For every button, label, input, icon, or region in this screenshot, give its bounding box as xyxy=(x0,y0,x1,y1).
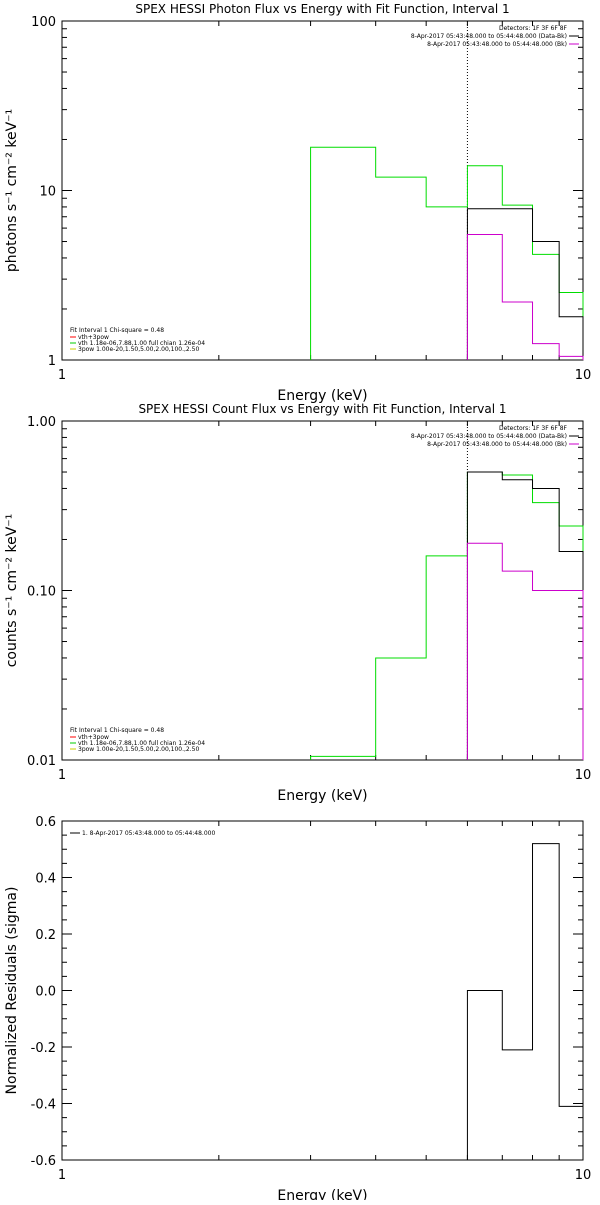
legend-header: Detectors: 1F 3F 6F 8F xyxy=(499,25,568,32)
x-tick-label: 1 xyxy=(58,1168,66,1183)
x-tick-label: 10 xyxy=(575,368,592,383)
legend-top-left: 1. 8-Apr-2017 05:43:48.000 to 05:44:48.0… xyxy=(70,830,215,837)
x-axis-label: Energy (keV) xyxy=(277,1188,367,1200)
y-tick-label: -0.4 xyxy=(31,1098,56,1113)
y-tick-label: 0.01 xyxy=(27,754,56,769)
x-tick-label: 10 xyxy=(575,768,592,783)
chart-title: SPEX HESSI Count Flux vs Energy with Fit… xyxy=(138,402,506,416)
series-step-line xyxy=(466,843,584,1160)
y-tick-label: 10 xyxy=(39,185,56,200)
legend-header: Fit Interval 1 Chi-square = 0.48 xyxy=(70,327,164,334)
y-tick-label: -0.2 xyxy=(31,1041,56,1056)
legend-entry: 8-Apr-2017 05:43:48.000 to 05:44:48.000 … xyxy=(427,441,567,448)
chart-1: SPEX HESSI Photon Flux vs Energy with Fi… xyxy=(4,2,591,404)
y-tick-label: 1.00 xyxy=(27,415,56,430)
x-tick-label: 1 xyxy=(58,368,66,383)
legend-header: Detectors: 1F 3F 6F 8F xyxy=(499,425,568,432)
y-axis-label: Normalized Residuals (sigma) xyxy=(4,887,20,1095)
x-tick-label: 10 xyxy=(575,1168,592,1183)
series-step-line xyxy=(466,234,584,360)
y-tick-label: 100 xyxy=(31,15,56,30)
y-axis-label: photons s⁻¹ cm⁻² keV⁻¹ xyxy=(4,109,20,272)
x-tick-label: 1 xyxy=(58,768,66,783)
chart-2: SPEX HESSI Count Flux vs Energy with Fit… xyxy=(4,402,591,804)
legend-top-right: Detectors: 1F 3F 6F 8F8-Apr-2017 05:43:4… xyxy=(411,25,579,48)
plot-frame xyxy=(61,820,584,1161)
legend-entry: vth+3pow xyxy=(78,734,109,741)
y-tick-label: 0.0 xyxy=(35,985,56,1000)
legend-entry: 8-Apr-2017 05:43:48.000 to 05:44:48.000 … xyxy=(427,41,567,48)
legend-top-right: Detectors: 1F 3F 6F 8F8-Apr-2017 05:43:4… xyxy=(411,425,579,448)
y-tick-label: 0.10 xyxy=(27,585,56,600)
legend-entry: vth 1.18e-06,7.88,1.00 full chian 1.26e-… xyxy=(78,340,205,347)
y-tick-label: 1 xyxy=(48,354,56,369)
x-axis-label: Energy (keV) xyxy=(277,388,367,404)
y-tick-label: 0.6 xyxy=(35,815,56,830)
legend-bottom-left: Fit Interval 1 Chi-square = 0.48vth+3pow… xyxy=(70,327,205,353)
series-step-line xyxy=(310,146,584,360)
legend-entry: vth 1.18e-06,7.88,1.00 full chian 1.26e-… xyxy=(78,740,205,747)
plot-frame xyxy=(61,20,584,361)
y-axis-label: counts s⁻¹ cm⁻² keV⁻¹ xyxy=(4,514,20,668)
legend-entry: 3pow 1.00e-20,1.50,5.00,2.00,100.,2.50 xyxy=(78,346,199,353)
series-step-line xyxy=(310,471,584,760)
series-step-line xyxy=(466,542,584,760)
legend-entry: 1. 8-Apr-2017 05:43:48.000 to 05:44:48.0… xyxy=(82,830,215,837)
y-tick-label: 0.4 xyxy=(35,872,56,887)
y-tick-label: -0.6 xyxy=(31,1154,56,1169)
x-axis-label: Energy (keV) xyxy=(277,788,367,804)
legend-entry: vth+3pow xyxy=(78,334,109,341)
legend-header: Fit Interval 1 Chi-square = 0.48 xyxy=(70,727,164,734)
series-step-line xyxy=(466,471,584,760)
y-tick-label: 0.2 xyxy=(35,928,56,943)
legend-bottom-left: Fit Interval 1 Chi-square = 0.48vth+3pow… xyxy=(70,727,205,753)
plot-frame xyxy=(61,420,584,761)
legend-entry: 8-Apr-2017 05:43:48.000 to 05:44:48.000 … xyxy=(411,33,567,40)
legend-entry: 3pow 1.00e-20,1.50,5.00,2.00,100.,2.50 xyxy=(78,746,199,753)
chart-3: 1 10 -0.6 -0.4 -0.2 0.0 0.2 0.4 0.6 Energy (keV) N… xyxy=(4,815,592,1204)
legend-entry: 8-Apr-2017 05:43:48.000 to 05:44:48.000 … xyxy=(411,433,567,440)
series-step-line xyxy=(466,208,584,360)
chart-title: SPEX HESSI Photon Flux vs Energy with Fi… xyxy=(135,2,509,16)
